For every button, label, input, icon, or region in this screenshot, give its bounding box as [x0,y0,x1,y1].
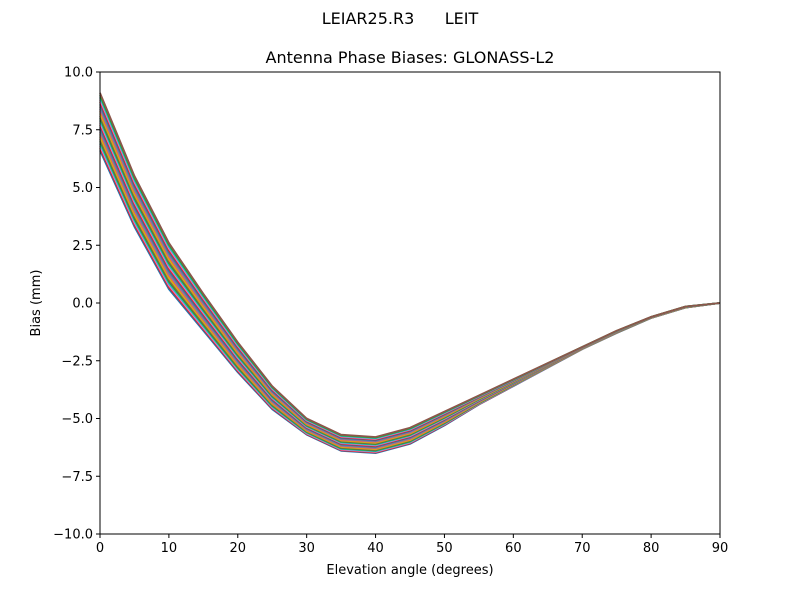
series-line [99,99,721,440]
x-axis: 0 10 20 30 40 50 60 70 80 90 [96,534,728,556]
series-line [99,92,721,438]
x-tick-label: 40 [367,541,384,556]
x-tick-label: 10 [161,541,178,556]
x-tick-label: 50 [436,541,453,556]
y-axis-label: Bias (mm) [29,270,44,337]
series-line [99,103,721,442]
series-line [99,106,721,442]
y-axis: −10.0 −7.5 −5.0 −2.5 0.0 2.5 5.0 7.5 10.0 [53,66,100,543]
series-layer [99,92,721,455]
series-line [99,97,721,440]
y-tick-label: 5.0 [72,181,93,196]
y-tick-label: −7.5 [61,470,93,485]
y-tick-label: −2.5 [61,354,93,369]
y-tick-label: −10.0 [53,528,93,543]
series-line [99,101,721,441]
y-tick-label: 7.5 [72,123,93,138]
x-tick-label: 30 [298,541,315,556]
x-tick-label: 70 [574,541,591,556]
x-tick-label: 80 [643,541,660,556]
x-tick-label: 0 [96,541,104,556]
series-line [99,94,721,439]
y-tick-label: 10.0 [64,66,93,81]
x-tick-label: 60 [505,541,522,556]
series-line [99,110,721,444]
figure-suptitle: LEIAR25.R3 LEIT [321,9,479,28]
y-tick-label: 0.0 [72,297,93,312]
x-axis-label: Elevation angle (degrees) [326,563,493,578]
chart-title: Antenna Phase Biases: GLONASS-L2 [266,48,555,67]
y-tick-label: 2.5 [72,239,93,254]
x-tick-label: 20 [230,541,247,556]
y-tick-label: −5.0 [61,412,93,427]
x-tick-label: 90 [712,541,729,556]
series-line [99,108,721,443]
